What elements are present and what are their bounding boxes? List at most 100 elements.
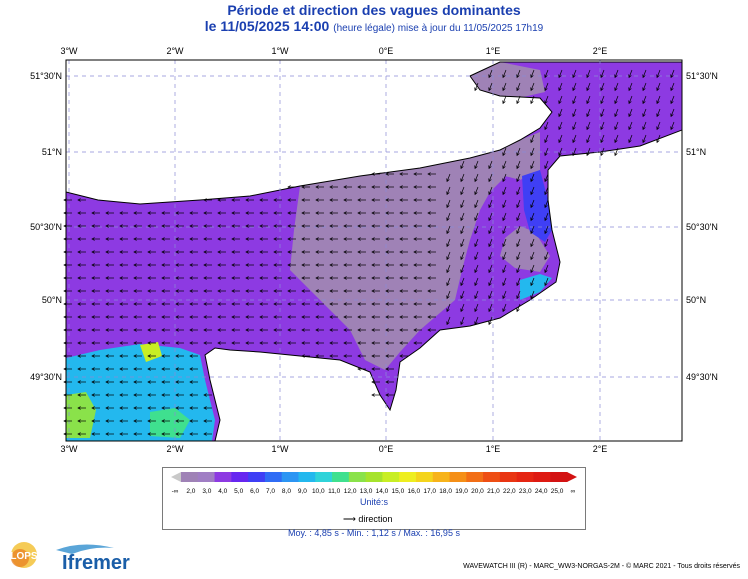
wave-direction-arrow (488, 160, 493, 169)
wave-direction-arrow (628, 82, 633, 91)
wave-direction-arrowhead (301, 276, 305, 280)
wave-direction-arrowhead (147, 432, 151, 436)
wave-direction-arrowhead (371, 354, 375, 358)
wave-direction-arrowhead (273, 341, 277, 345)
wave-direction-arrowhead (516, 74, 520, 79)
wave-direction-arrowhead (161, 276, 165, 280)
wave-direction-arrowhead (544, 243, 548, 248)
legend-tick-label: 3,0 (202, 488, 211, 495)
wave-direction-arrowhead (231, 211, 235, 215)
wave-direction-arrowhead (259, 211, 263, 215)
subtitle-date: le 11/05/2025 14:00 (204, 18, 330, 34)
wave-direction-arrowhead (231, 276, 235, 280)
wave-direction-arrowhead (77, 302, 81, 306)
wave-direction-arrowhead (516, 308, 520, 313)
wave-direction-arrowhead (460, 269, 464, 274)
wave-direction-arrowhead (642, 113, 646, 118)
wave-direction-arrowhead (488, 217, 492, 222)
legend-tick-label: 18,0 (439, 488, 452, 495)
wave-direction-arrowhead (343, 341, 347, 345)
wave-direction-arrowhead (287, 263, 291, 267)
wave-direction-arrowhead (446, 191, 450, 196)
wave-direction-arrowhead (530, 191, 534, 196)
wave-direction-arrowhead (189, 367, 193, 371)
wave-direction-arrowhead (427, 211, 431, 215)
wave-direction-arrowhead (301, 250, 305, 254)
wave-direction-arrow (572, 147, 577, 156)
wave-direction-arrowhead (399, 250, 403, 254)
wave-direction-arrowhead (133, 406, 137, 410)
wave-direction-arrowhead (530, 269, 534, 274)
wave-direction-arrowhead (133, 367, 137, 371)
wave-direction-arrow (642, 121, 647, 130)
wave-direction-arrowhead (399, 328, 403, 332)
wave-direction-arrow (544, 212, 549, 221)
wave-direction-arrowhead (203, 419, 207, 423)
wave-direction-arrow (600, 82, 605, 91)
wave-direction-arrowhead (656, 100, 660, 105)
wave-direction-arrowhead (502, 204, 506, 209)
wave-direction-arrow (474, 264, 479, 273)
lat-labels-right: 51°30'N 51°N 50°30'N 50°N 49°30'N (686, 71, 718, 382)
wave-direction-arrowhead (530, 178, 534, 183)
wave-direction-arrowhead (586, 113, 590, 118)
wave-direction-arrowhead (427, 289, 431, 293)
wave-direction-arrowhead (189, 302, 193, 306)
wave-direction-arrowhead (488, 256, 492, 261)
wave-direction-arrowhead (301, 198, 305, 202)
bay-green-zone (150, 408, 190, 438)
wave-direction-arrowhead (413, 276, 417, 280)
wave-direction-arrowhead (119, 276, 123, 280)
wave-direction-arrowhead (301, 315, 305, 319)
wave-direction-arrow (446, 251, 451, 260)
wave-direction-arrowhead (530, 74, 534, 79)
wave-direction-arrow (628, 95, 633, 104)
wave-direction-arrow (530, 69, 535, 78)
wave-direction-arrow (600, 108, 605, 117)
legend-tick-label: 7,0 (266, 488, 275, 495)
wave-direction-arrowhead (245, 341, 249, 345)
wave-direction-arrow (614, 95, 619, 104)
wave-direction-arrowhead (147, 250, 151, 254)
wave-direction-arrowhead (530, 217, 534, 222)
wave-direction-arrowhead (558, 152, 562, 157)
wave-direction-arrowhead (413, 315, 417, 319)
wave-direction-arrow (488, 316, 493, 325)
wave-direction-arrowhead (189, 224, 193, 228)
map-frame (65, 59, 683, 442)
wave-direction-arrowhead (502, 152, 506, 157)
wave-direction-arrowhead (572, 113, 576, 118)
wave-direction-arrowhead (460, 308, 464, 313)
wave-direction-arrow (586, 134, 591, 143)
wave-direction-arrowhead (488, 282, 492, 287)
wave-direction-arrowhead (315, 211, 319, 215)
wave-direction-arrow (474, 173, 479, 182)
wave-direction-arrowhead (147, 419, 151, 423)
wave-direction-arrowhead (446, 269, 450, 274)
wave-direction-arrowhead (413, 328, 417, 332)
wave-direction-arrowhead (119, 250, 123, 254)
wave-direction-arrowhead (502, 178, 506, 183)
wave-direction-arrowhead (329, 224, 333, 228)
wave-direction-arrowhead (91, 328, 95, 332)
wave-direction-arrowhead (105, 289, 109, 293)
ifremer-logo: Ifremer (52, 540, 142, 579)
wave-direction-arrowhead (385, 224, 389, 228)
wave-direction-arrowhead (217, 224, 221, 228)
legend-tick-label: 8,0 (282, 488, 291, 495)
wave-direction-arrowhead (600, 113, 604, 118)
wave-direction-arrowhead (600, 74, 604, 79)
wave-direction-arrowhead (91, 237, 95, 241)
wave-direction-arrowhead (161, 406, 165, 410)
wave-direction-arrowhead (203, 263, 207, 267)
wave-direction-arrowhead (161, 354, 165, 358)
wave-direction-arrowhead (343, 185, 347, 189)
wave-direction-arrow (446, 225, 451, 234)
wave-direction-arrow (530, 251, 535, 260)
wave-direction-arrow (530, 277, 535, 286)
wave-direction-arrow (642, 82, 647, 91)
wave-direction-arrow (460, 238, 465, 247)
wave-direction-arrowhead (460, 204, 464, 209)
wave-direction-arrow (516, 238, 521, 247)
lon-labels-bottom: 3°W 2°W 1°W 0°E 1°E 2°E (60, 444, 607, 454)
